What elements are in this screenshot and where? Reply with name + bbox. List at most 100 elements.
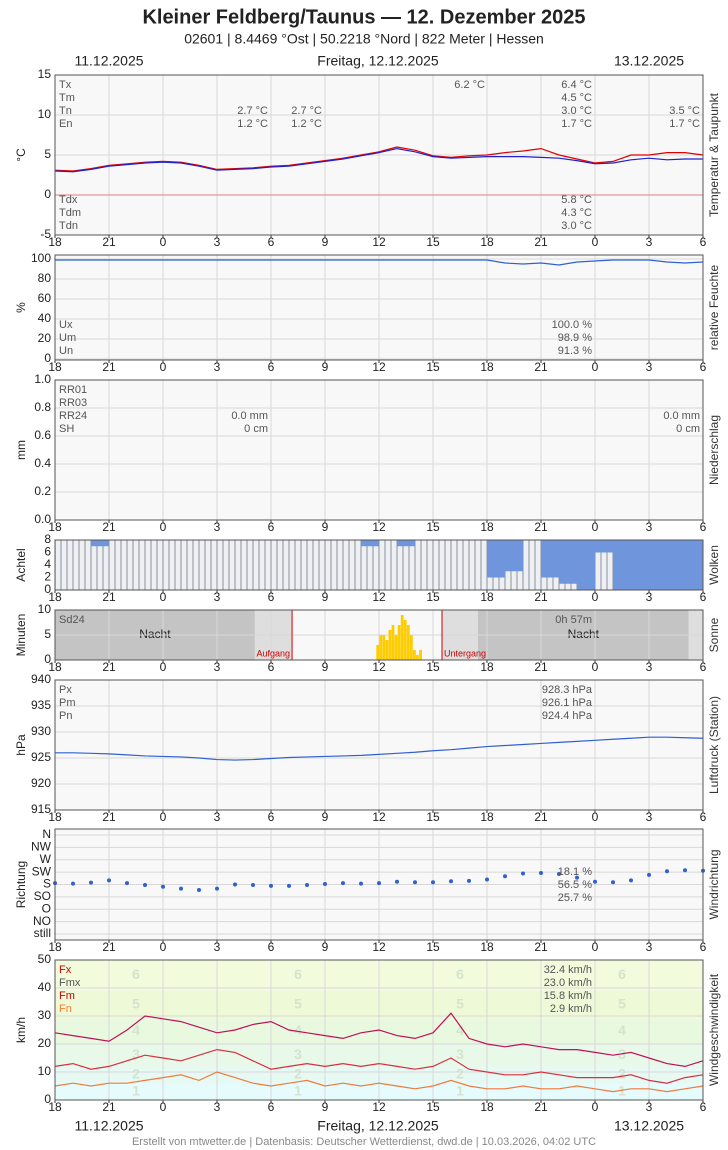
x-tick-label: 12: [372, 660, 386, 674]
x-tick-label: 0: [160, 810, 167, 824]
y-tick-label: 940: [31, 672, 51, 686]
stat-label: Pm: [59, 697, 76, 709]
y-tick-label: 0: [44, 652, 51, 666]
y-axis-title: °C: [14, 148, 28, 162]
x-tick-label: 3: [214, 590, 221, 604]
direction-point: [179, 886, 183, 891]
line-series: [54, 1048, 704, 1084]
date: 13.12.2025: [614, 1118, 684, 1134]
x-tick-label: 18: [48, 940, 62, 954]
cloud-bar: [559, 540, 577, 584]
stat-value: 3.0 °C: [561, 220, 592, 232]
footer: Erstellt von mtwetter.de | Datenbasis: D…: [132, 1136, 596, 1148]
beaufort-label: 5: [456, 996, 464, 1012]
y-tick-label: 1.0: [34, 372, 51, 386]
cloud-bar: [541, 540, 559, 578]
stat-value: 32.4 km/h: [544, 964, 592, 976]
x-tick-label: 6: [268, 940, 275, 954]
direction-point: [89, 880, 93, 885]
beaufort-label: 4: [132, 1022, 140, 1038]
x-tick-label: 15: [426, 1100, 440, 1114]
stat-label: Fmx: [59, 977, 81, 989]
beaufort-label: 5: [618, 996, 626, 1012]
sun-bar: [397, 625, 401, 660]
x-tick-label: 18: [48, 660, 62, 674]
stat-value: 0 cm: [244, 423, 268, 435]
x-tick-label: 9: [322, 660, 329, 674]
y-tick-label: 0.6: [34, 428, 51, 442]
y-axis-title: Richtung: [14, 861, 28, 908]
y-axis-title: hPa: [14, 734, 28, 756]
stat-value: 5.8 °C: [561, 194, 592, 206]
y-tick-label: 935: [31, 698, 51, 712]
beaufort-label: 1: [132, 1082, 140, 1098]
direction-point: [71, 881, 75, 886]
stat-label: RR24: [59, 410, 87, 422]
sun-bar: [382, 635, 386, 660]
subtitle: 02601 | 8.4469 °Ost | 50.2218 °Nord | 82…: [184, 31, 544, 47]
beaufort-label: 2: [618, 1066, 626, 1082]
x-tick-label: 12: [372, 235, 386, 249]
line-series: [55, 259, 704, 266]
x-tick-label: 21: [534, 235, 548, 249]
beaufort-label: 4: [294, 1022, 302, 1038]
sun-bar: [416, 655, 419, 660]
plot-frame: [54, 679, 704, 811]
y-tick-label: -5: [40, 227, 51, 241]
x-tick-label: 18: [480, 590, 494, 604]
x-tick-label: 21: [102, 360, 116, 374]
y-tick-label: 0: [44, 351, 51, 365]
y-tick-label: W: [40, 852, 52, 866]
cloud-bar: [307, 540, 325, 590]
sun-bar: [391, 625, 395, 660]
cloud-bar: [199, 540, 217, 590]
y-axis-title: mm: [14, 440, 28, 460]
x-tick-label: 0: [592, 1100, 599, 1114]
direction-point: [521, 871, 525, 876]
x-tick-label: 21: [534, 810, 548, 824]
stat-label: Tm: [59, 92, 75, 104]
beaufort-label: 3: [456, 1046, 464, 1062]
x-tick-label: 3: [646, 1100, 653, 1114]
x-tick-label: 15: [426, 235, 440, 249]
x-tick-label: 0: [160, 360, 167, 374]
x-tick-label: 9: [322, 1100, 329, 1114]
date: Freitag, 12.12.2025: [317, 1118, 439, 1134]
stat-label: RR01: [59, 384, 87, 396]
beaufort-label: 4: [618, 1022, 626, 1038]
x-tick-label: 6: [268, 590, 275, 604]
x-tick-label: 21: [534, 520, 548, 534]
x-tick-label: 3: [646, 235, 653, 249]
y-tick-label: 100: [31, 251, 51, 265]
stat-label: Sd24: [59, 614, 85, 626]
x-tick-label: 6: [268, 360, 275, 374]
x-tick-label: 21: [102, 590, 116, 604]
stat-label: Tdx: [59, 194, 78, 206]
direction-point: [341, 881, 345, 886]
direction-point: [683, 868, 687, 873]
beaufort-label: 6: [294, 966, 302, 982]
x-tick-label: 3: [646, 940, 653, 954]
panel-label: Wolken: [707, 545, 721, 585]
stat-label: Tn: [59, 105, 72, 117]
y-tick-label: 0: [44, 187, 51, 201]
cloud-bar: [127, 540, 145, 590]
line-series: [54, 147, 703, 173]
x-tick-label: 15: [426, 590, 440, 604]
cloud-bar: [271, 540, 289, 590]
direction-point: [161, 884, 165, 889]
x-tick-label: 12: [372, 810, 386, 824]
beaufort-label: 3: [294, 1046, 302, 1062]
x-tick-label: 12: [372, 520, 386, 534]
cloud-bar: [145, 540, 163, 590]
y-tick-label: 10: [38, 1064, 52, 1078]
direction-point: [251, 883, 255, 888]
stat-label: Px: [59, 684, 72, 696]
cloud-bar: [235, 540, 253, 590]
cloud-bar: [217, 540, 235, 590]
x-tick-label: 0: [592, 940, 599, 954]
x-tick-label: 9: [322, 810, 329, 824]
x-tick-label: 6: [268, 1100, 275, 1114]
stat-value: 0 cm: [676, 423, 700, 435]
stat-label: En: [59, 118, 72, 130]
